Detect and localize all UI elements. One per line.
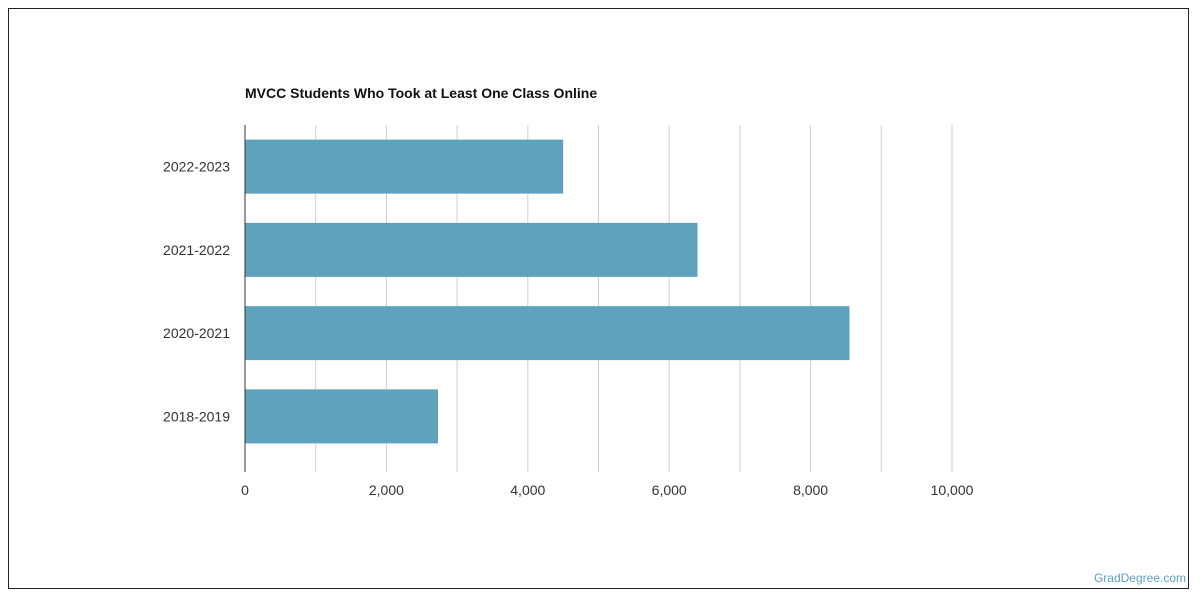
x-tick-label: 0 (241, 482, 249, 498)
category-label: 2022-2023 (163, 159, 230, 175)
category-label: 2021-2022 (163, 242, 230, 258)
bar-2022-2023 (245, 139, 564, 194)
x-tick-label: 4,000 (510, 482, 545, 498)
category-label: 2018-2019 (163, 408, 230, 424)
category-label: 2020-2021 (163, 325, 230, 341)
x-tick-label: 2,000 (369, 482, 404, 498)
bar-2018-2019 (245, 389, 439, 444)
x-tick-label: 10,000 (931, 482, 974, 498)
watermark-link[interactable]: GradDegree.com (1093, 571, 1186, 585)
bar-2020-2021 (245, 306, 850, 361)
chart-title: MVCC Students Who Took at Least One Clas… (245, 85, 598, 101)
x-tick-label: 6,000 (652, 482, 687, 498)
bar-2021-2022 (245, 222, 698, 277)
x-tick-label: 8,000 (793, 482, 828, 498)
